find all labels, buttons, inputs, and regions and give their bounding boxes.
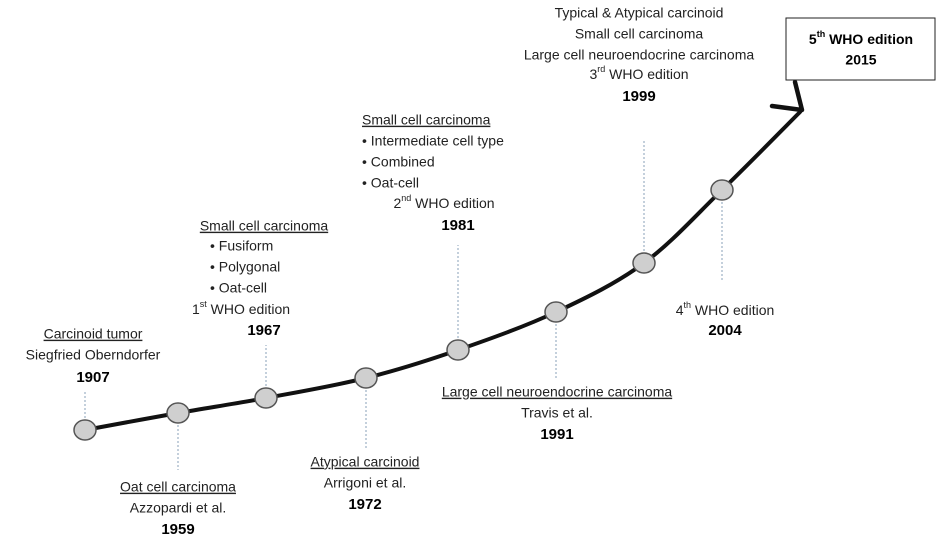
event-bullet: • Combined (362, 154, 435, 170)
edition-number: 5 (809, 31, 817, 47)
event-year: 1972 (348, 496, 381, 513)
edition-label: 1st WHO edition (192, 299, 290, 316)
edition-number: 3 (589, 66, 597, 82)
edition-label: 4th WHO edition (676, 300, 775, 317)
event-bullet: • Polygonal (210, 259, 280, 275)
event-year: 2004 (708, 322, 742, 339)
event-bullet: • Oat-cell (362, 175, 419, 191)
arrow-head (769, 79, 805, 113)
timeline-node (632, 252, 656, 274)
edition-number: 2 (393, 195, 401, 211)
edition-text: WHO edition (207, 301, 290, 317)
event-line: Siegfried Oberndorfer (26, 347, 161, 363)
edition-label: 3rd WHO edition (589, 64, 688, 81)
event-title: Oat cell carcinoma (120, 479, 236, 495)
timeline-curve (83, 110, 802, 432)
event-year: 1959 (161, 521, 194, 538)
event-line: Travis et al. (521, 405, 593, 421)
event-title: Carcinoid tumor (44, 326, 143, 342)
event-line: Typical & Atypical carcinoid (555, 5, 724, 21)
edition-suffix: st (200, 299, 208, 309)
event-bullet: • Oat-cell (210, 280, 267, 296)
event-year: 1991 (540, 426, 573, 443)
edition-text: WHO edition (605, 66, 688, 82)
edition-label: 5th WHO edition (809, 29, 913, 46)
event-line: Large cell neuroendocrine carcinoma (524, 47, 755, 63)
timeline-node (73, 419, 97, 441)
event-year: 1907 (76, 369, 109, 386)
event-title: Small cell carcinoma (362, 112, 491, 128)
edition-number: 1 (192, 301, 200, 317)
edition-text: WHO edition (411, 195, 494, 211)
edition-text: WHO edition (691, 302, 774, 318)
timeline-node (354, 367, 378, 389)
event-bullet: • Fusiform (210, 238, 273, 254)
event-line: Small cell carcinoma (575, 26, 704, 42)
event-title: Small cell carcinoma (200, 218, 329, 234)
event-year: 1967 (247, 322, 280, 339)
event-bullet: • Intermediate cell type (362, 133, 504, 149)
box-year: 2015 (845, 52, 876, 68)
edition-text: WHO edition (825, 31, 913, 47)
edition-suffix: rd (597, 64, 605, 74)
timeline-node (544, 301, 568, 323)
edition-suffix: th (817, 29, 826, 39)
timeline-node (710, 179, 734, 201)
edition-suffix: nd (401, 193, 411, 203)
event-year: 1999 (622, 88, 655, 105)
edition-number: 4 (676, 302, 684, 318)
timeline-node (446, 339, 470, 361)
event-title: Atypical carcinoid (311, 454, 420, 470)
event-line: Arrigoni et al. (324, 475, 406, 491)
edition-label: 2nd WHO edition (393, 193, 494, 210)
event-line: Azzopardi et al. (130, 500, 227, 516)
edition-suffix: th (684, 300, 692, 310)
event-title: Large cell neuroendocrine carcinoma (442, 384, 673, 400)
timeline-node (166, 402, 190, 424)
timeline-node (254, 387, 278, 409)
final-box (785, 17, 936, 81)
event-year: 1981 (441, 217, 474, 234)
